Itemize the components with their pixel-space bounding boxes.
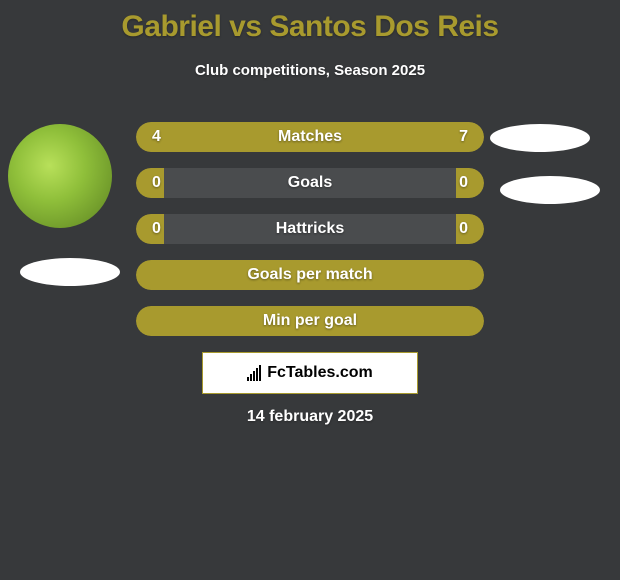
stat-row-goals-per-match: Goals per match [136,260,484,290]
page-subtitle: Club competitions, Season 2025 [0,62,620,79]
stat-label: Min per goal [136,312,484,330]
date-label: 14 february 2025 [0,408,620,426]
player-left-flag [20,258,120,286]
stat-value-right: 0 [459,174,468,192]
stat-label: Goals per match [136,266,484,284]
stat-value-right: 0 [459,220,468,238]
stat-row-hattricks: 0 Hattricks 0 [136,214,484,244]
stat-row-goals: 0 Goals 0 [136,168,484,198]
page-title: Gabriel vs Santos Dos Reis [0,0,620,44]
stat-label: Goals [136,174,484,192]
player-right-flag-1 [490,124,590,152]
logo-text: FcTables.com [267,364,373,382]
stat-row-matches: 4 Matches 7 [136,122,484,152]
chart-icon [247,365,261,381]
logo-badge[interactable]: FcTables.com [202,352,418,394]
player-left-avatar [8,124,112,228]
stat-row-min-per-goal: Min per goal [136,306,484,336]
player-right-flag-2 [500,176,600,204]
stat-label: Hattricks [136,220,484,238]
stats-container: 4 Matches 7 0 Goals 0 0 Hattricks 0 Goal… [136,122,484,352]
stat-value-right: 7 [459,128,468,146]
stat-label: Matches [136,128,484,146]
